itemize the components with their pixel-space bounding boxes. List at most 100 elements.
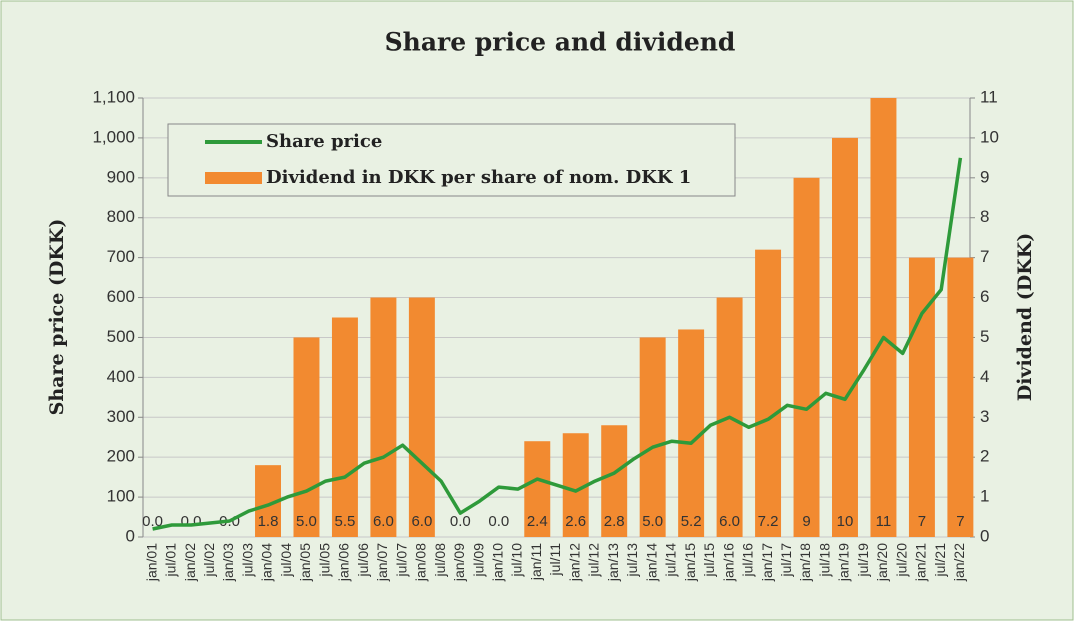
x-tick-label: jan/21 xyxy=(913,543,929,582)
y2-tick-label: 7 xyxy=(980,247,989,266)
x-tick-label: jan/15 xyxy=(682,543,698,582)
x-tick-label: jan/11 xyxy=(528,543,544,581)
bar xyxy=(947,257,974,537)
bar xyxy=(755,249,782,537)
bar xyxy=(639,337,666,537)
data-label: 5.0 xyxy=(642,513,663,530)
x-tick-label: jan/01 xyxy=(143,543,159,582)
bar xyxy=(832,137,858,537)
y2-tick-label: 1 xyxy=(980,487,989,506)
x-tick-label: jul/04 xyxy=(278,543,294,578)
data-label: 9 xyxy=(802,513,810,530)
y2-tick-label: 6 xyxy=(980,287,989,306)
x-tick-label: jan/10 xyxy=(490,543,506,582)
y-tick-label: 400 xyxy=(107,367,135,386)
x-tick-label: jul/16 xyxy=(740,543,756,578)
x-tick-label: jan/08 xyxy=(413,543,429,582)
data-label: 7 xyxy=(918,513,926,530)
y-axis-title: Share price (DKK) xyxy=(46,219,68,416)
y2-tick-label: 2 xyxy=(980,447,989,466)
data-label: 0.0 xyxy=(450,513,471,530)
x-tick-label: jan/20 xyxy=(874,543,890,582)
y-tick-label: 900 xyxy=(107,167,135,186)
x-tick-label: jul/17 xyxy=(778,543,794,578)
y-tick-label: 100 xyxy=(107,487,135,506)
x-tick-label: jul/19 xyxy=(855,543,871,578)
x-tick-label: jan/17 xyxy=(759,543,775,582)
legend-label: Share price xyxy=(266,131,382,152)
y2-tick-label: 3 xyxy=(980,407,989,426)
bar xyxy=(601,425,628,537)
legend-box xyxy=(167,123,736,197)
data-label: 6.0 xyxy=(719,513,740,530)
x-tick-label: jul/07 xyxy=(393,543,409,578)
x-tick-label: jul/21 xyxy=(932,543,948,578)
data-label: 0.0 xyxy=(181,513,202,530)
bar xyxy=(793,177,820,537)
x-tick-label: jul/11 xyxy=(547,543,563,577)
y-tick-label: 200 xyxy=(107,447,135,466)
y2-tick-label: 11 xyxy=(980,87,998,106)
x-tick-label: jul/06 xyxy=(355,543,371,578)
y2-tick-label: 4 xyxy=(980,367,989,386)
x-tick-label: jul/08 xyxy=(432,543,448,578)
y2-tick-label: 10 xyxy=(980,127,999,146)
chart-title: Share price and dividend xyxy=(385,28,736,57)
y-tick-label: 500 xyxy=(107,327,135,346)
y2-tick-label: 5 xyxy=(980,327,989,346)
x-tick-label: jan/02 xyxy=(182,543,198,582)
x-tick-label: jan/19 xyxy=(836,543,852,582)
x-tick-label: jan/03 xyxy=(220,543,236,582)
data-label: 6.0 xyxy=(411,513,432,530)
data-label: 0.0 xyxy=(488,513,509,530)
y2-tick-label: 8 xyxy=(980,207,989,226)
bar xyxy=(408,297,435,537)
data-label: 2.8 xyxy=(604,513,625,530)
x-tick-label: jan/07 xyxy=(374,543,390,582)
x-tick-label: jul/01 xyxy=(163,543,179,578)
x-tick-label: jan/22 xyxy=(951,543,967,582)
data-label: 7 xyxy=(956,513,964,530)
legend-label: Dividend in DKK per share of nom. DKK 1 xyxy=(266,167,691,188)
x-tick-label: jan/04 xyxy=(259,543,275,582)
x-tick-label: jan/13 xyxy=(605,543,621,582)
x-tick-label: jul/20 xyxy=(893,543,909,578)
y-tick-label: 300 xyxy=(107,407,135,426)
legend-swatch xyxy=(205,172,262,184)
x-tick-label: jan/16 xyxy=(720,543,736,582)
x-tick-label: jul/02 xyxy=(201,543,217,578)
bar xyxy=(293,337,320,537)
data-label: 5.5 xyxy=(335,513,356,530)
line xyxy=(152,157,963,531)
data-label: 2.4 xyxy=(527,513,548,530)
x-tick-label: jul/03 xyxy=(239,543,255,578)
x-tick-label: jul/14 xyxy=(663,543,679,578)
data-label: 0.0 xyxy=(142,513,163,530)
x-tick-label: jan/18 xyxy=(797,543,813,582)
x-tick-label: jul/10 xyxy=(509,543,525,578)
data-label: 7.2 xyxy=(758,513,779,530)
bar xyxy=(370,297,397,537)
x-tick-label: jan/14 xyxy=(643,543,659,582)
bar xyxy=(331,317,358,537)
data-label: 5.2 xyxy=(681,513,702,530)
x-tick-label: jul/18 xyxy=(816,543,832,578)
data-label: 6.0 xyxy=(373,513,394,530)
y-tick-label: 1,100 xyxy=(92,87,135,106)
y2-tick-label: 0 xyxy=(980,526,989,545)
x-tick-label: jan/09 xyxy=(451,543,467,582)
x-tick-label: jul/13 xyxy=(624,543,640,578)
y2-axis-title: Dividend (DKK) xyxy=(1014,233,1036,402)
data-label: 2.6 xyxy=(565,513,586,530)
x-tick-label: jul/09 xyxy=(470,543,486,578)
data-label: 1.8 xyxy=(258,513,279,530)
y-tick-label: 1,000 xyxy=(92,127,135,146)
y-tick-label: 800 xyxy=(107,207,135,226)
y2-tick-label: 9 xyxy=(980,167,989,186)
y-tick-label: 700 xyxy=(107,247,135,266)
y-tick-label: 0 xyxy=(126,526,135,545)
x-tick-label: jul/15 xyxy=(701,543,717,578)
bar xyxy=(524,441,551,537)
data-label: 5.0 xyxy=(296,513,317,530)
